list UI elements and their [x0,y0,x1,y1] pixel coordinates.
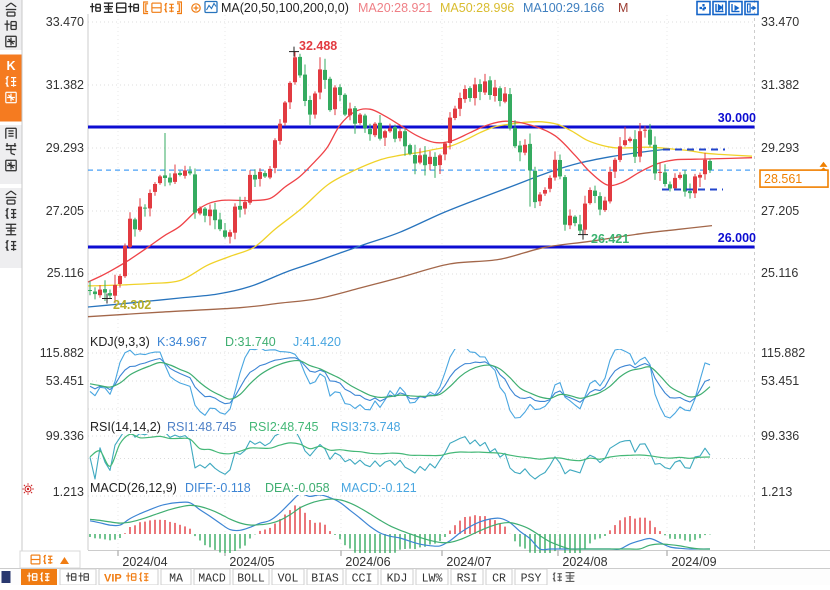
svg-text:25.116: 25.116 [761,266,798,280]
svg-text:DIFF:-0.118: DIFF:-0.118 [185,481,251,495]
svg-text:CCI: CCI [352,573,373,586]
svg-text:25.116: 25.116 [47,266,84,280]
svg-text:RSI1:48.745: RSI1:48.745 [167,420,237,434]
svg-text:MACD: MACD [198,573,226,586]
svg-text:29.293: 29.293 [46,141,84,155]
svg-text:PSY: PSY [521,573,542,586]
svg-text:27.205: 27.205 [46,204,84,218]
svg-text:99.336: 99.336 [46,429,84,443]
svg-text:28.561: 28.561 [764,172,802,186]
svg-text:53.451: 53.451 [761,374,799,388]
svg-text:D:31.740: D:31.740 [225,335,276,349]
svg-text:BIAS: BIAS [311,573,339,586]
svg-text:31.382: 31.382 [761,78,799,92]
svg-text:32.488: 32.488 [299,39,337,53]
svg-text:RSI3:73.748: RSI3:73.748 [331,420,401,434]
svg-text:MA20:28.921: MA20:28.921 [358,1,432,15]
svg-text:LW%: LW% [422,573,443,586]
svg-text:MACD(26,12,9): MACD(26,12,9) [90,481,177,495]
svg-text:26.000: 26.000 [718,231,756,245]
svg-text:115.882: 115.882 [761,346,805,360]
svg-text:2024/08: 2024/08 [562,555,607,569]
svg-text:CR: CR [492,573,506,586]
svg-text:MACD:-0.121: MACD:-0.121 [341,481,417,495]
svg-text:2024/04: 2024/04 [122,555,167,569]
svg-text:DEA:-0.058: DEA:-0.058 [265,481,330,495]
svg-text:33.470: 33.470 [46,15,84,29]
svg-text:K:34.967: K:34.967 [157,335,207,349]
svg-text:J:41.420: J:41.420 [293,335,341,349]
svg-text:115.882: 115.882 [40,346,84,360]
svg-text:RSI: RSI [457,573,478,586]
svg-text:24.302: 24.302 [113,298,151,312]
svg-text:MA(20,50,100,200,0,0): MA(20,50,100,200,0,0) [221,1,349,15]
svg-text:VIP: VIP [104,573,122,585]
svg-text:53.451: 53.451 [46,374,84,388]
svg-text:29.293: 29.293 [761,141,799,155]
svg-text:MA: MA [169,573,183,586]
svg-text:KDJ: KDJ [387,573,408,586]
svg-text:2024/06: 2024/06 [345,555,390,569]
svg-text:2024/07: 2024/07 [446,555,491,569]
svg-text:99.336: 99.336 [761,429,799,443]
svg-text:26.421: 26.421 [591,232,629,246]
svg-text:KDJ(9,3,3): KDJ(9,3,3) [90,335,150,349]
svg-text:RSI(14,14,2): RSI(14,14,2) [90,420,161,434]
svg-text:2024/05: 2024/05 [229,555,274,569]
svg-text:VOL: VOL [278,573,299,586]
svg-text:K: K [6,59,15,73]
svg-text:2024/09: 2024/09 [671,555,716,569]
svg-text:MA100:29.166: MA100:29.166 [523,1,604,15]
svg-text:31.382: 31.382 [46,78,84,92]
svg-text:1.213: 1.213 [53,485,84,499]
svg-text:RSI2:48.745: RSI2:48.745 [249,420,319,434]
svg-text:27.205: 27.205 [761,204,799,218]
svg-text:30.000: 30.000 [718,111,756,125]
svg-text:1.213: 1.213 [761,485,792,499]
svg-text:BOLL: BOLL [237,573,265,586]
svg-text:33.470: 33.470 [761,15,799,29]
svg-text:MA50:28.996: MA50:28.996 [440,1,514,15]
svg-text:M: M [618,1,628,15]
